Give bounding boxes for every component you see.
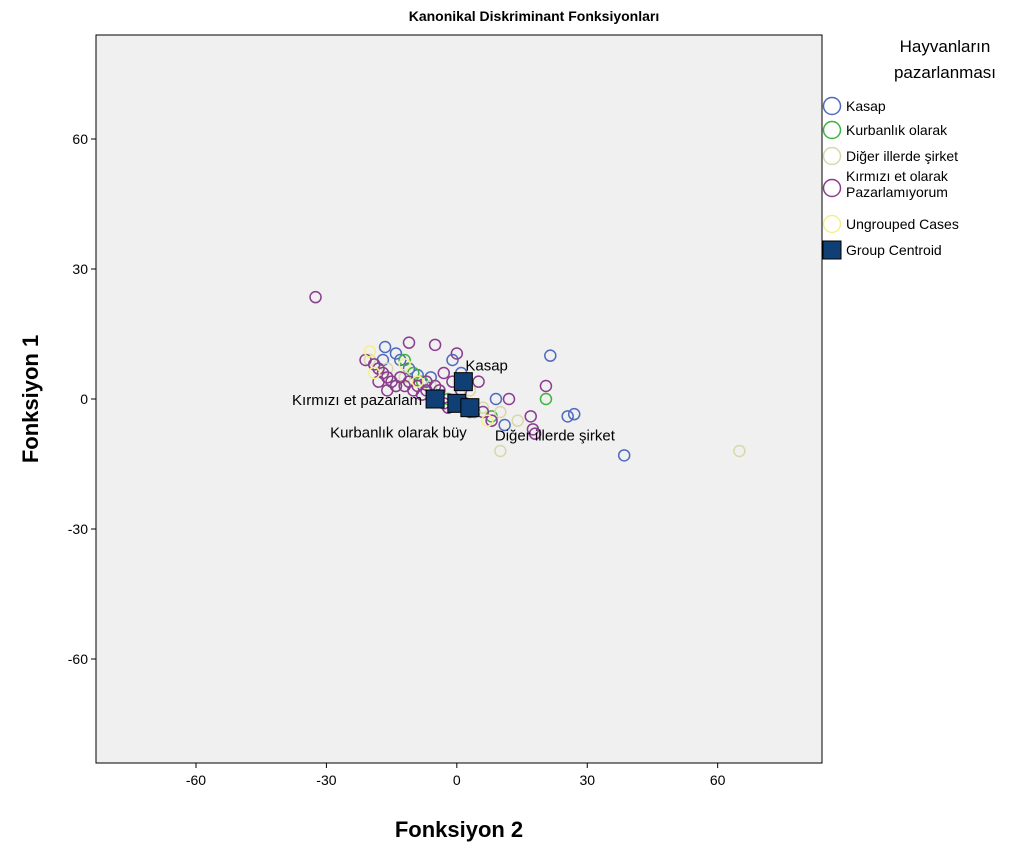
legend-label: Kırmızı et olarak xyxy=(846,168,949,184)
legend-marker-circle xyxy=(824,216,841,233)
centroid-label: Kurbanlık olarak büy xyxy=(330,424,467,441)
legend-label: Ungrouped Cases xyxy=(846,216,959,232)
legend-title: pazarlanması xyxy=(894,63,996,82)
x-tick-label: -60 xyxy=(186,772,206,788)
legend-label: Kasap xyxy=(846,98,886,114)
y-axis: 60 30 0 -30 -60 xyxy=(68,131,96,667)
legend-marker-circle xyxy=(824,148,841,165)
y-tick-label: 60 xyxy=(72,131,88,147)
centroid-label: Kırmızı et pazarlam xyxy=(292,392,422,409)
x-axis: -60 -30 0 30 60 xyxy=(186,763,726,788)
y-axis-label: Fonksiyon 1 xyxy=(18,335,43,463)
legend-label: Pazarlamıyorum xyxy=(846,184,948,200)
legend-title: Hayvanların xyxy=(900,37,991,56)
x-tick-label: -30 xyxy=(316,772,336,788)
legend-label: Kurbanlık olarak xyxy=(846,122,948,138)
centroid-label: Diğer illerde şirket xyxy=(495,428,616,445)
chart-title: Kanonikal Diskriminant Fonksiyonları xyxy=(409,8,660,24)
y-tick-label: -60 xyxy=(68,651,88,667)
y-tick-label: -30 xyxy=(68,521,88,537)
legend-marker-circle xyxy=(824,98,841,115)
x-axis-label: Fonksiyon 2 xyxy=(395,817,523,842)
centroid-label: Kasap xyxy=(465,358,508,375)
legend-marker-square xyxy=(823,241,841,259)
group-centroid-marker xyxy=(461,399,479,417)
group-centroid-marker xyxy=(454,373,472,391)
x-tick-label: 0 xyxy=(453,772,461,788)
legend-label: Diğer illerde şirket xyxy=(846,148,958,164)
legend-marker-circle xyxy=(824,180,841,197)
group-centroid-marker xyxy=(426,390,444,408)
legend-label: Group Centroid xyxy=(846,242,942,258)
y-tick-label: 30 xyxy=(72,261,88,277)
legend: Hayvanların pazarlanması Kasap Kurbanlık ol… xyxy=(823,37,996,259)
y-tick-label: 0 xyxy=(80,391,88,407)
x-tick-label: 60 xyxy=(710,772,726,788)
x-tick-label: 30 xyxy=(579,772,595,788)
legend-marker-circle xyxy=(824,122,841,139)
